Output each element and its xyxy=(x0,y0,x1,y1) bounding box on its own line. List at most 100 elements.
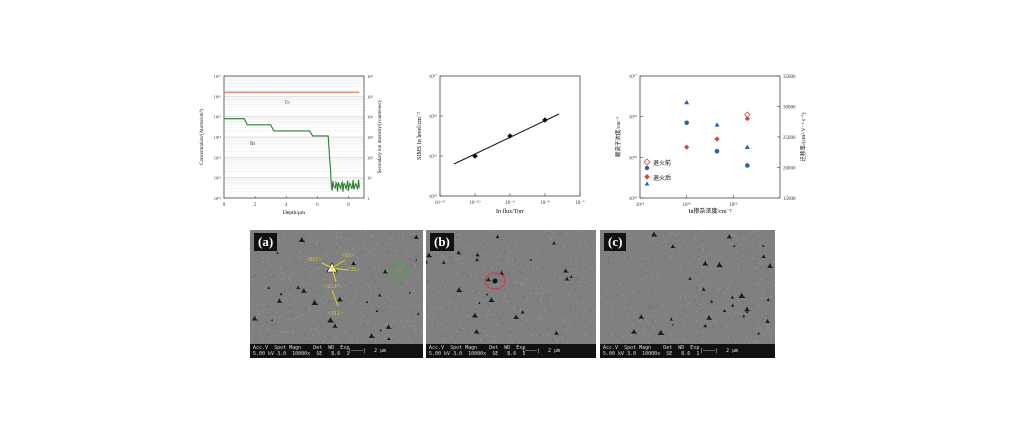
sem-noise-speck xyxy=(313,294,315,296)
sem-noise-speck xyxy=(625,329,627,331)
sem-noise-speck xyxy=(742,305,744,307)
sem-noise-speck xyxy=(682,340,684,342)
chart-b-y-tick-label: 10¹⁶ xyxy=(429,114,437,120)
sem-noise-speck xyxy=(251,294,253,296)
sem-noise-speck xyxy=(283,271,285,273)
sem-noise-speck xyxy=(703,295,705,297)
chart-c-right-tick-label: 15000 xyxy=(783,197,796,202)
sem-noise-speck xyxy=(626,243,628,245)
sem-noise-speck xyxy=(271,329,273,331)
sem-noise-speck xyxy=(270,269,272,271)
sem-noise-speck xyxy=(340,286,342,288)
sem-noise-speck xyxy=(376,335,378,337)
sem-noise-speck xyxy=(551,338,553,340)
sem-noise-speck xyxy=(351,330,353,332)
sem-noise-speck xyxy=(337,331,339,333)
sem-noise-speck xyxy=(293,314,295,316)
sem-noise-speck xyxy=(611,333,613,335)
sem-noise-speck xyxy=(546,298,548,300)
chart-a-left-tick-label: 10¹³ xyxy=(214,155,222,160)
sem-noise-speck xyxy=(720,311,722,313)
sem-noise-speck xyxy=(429,342,431,344)
sem-noise-speck xyxy=(432,306,434,308)
etch-pit xyxy=(478,301,482,305)
sem-noise-speck xyxy=(568,294,570,296)
sem-noise-speck xyxy=(723,273,725,275)
sem-noise-speck xyxy=(295,300,297,302)
sem-noise-speck xyxy=(496,323,498,325)
sem-noise-speck xyxy=(547,290,549,292)
etch-pit-highlight xyxy=(416,259,418,262)
sem-noise-speck xyxy=(681,295,683,297)
sem-noise-speck xyxy=(350,333,352,335)
sem-noise-speck xyxy=(672,273,674,275)
sem-noise-speck xyxy=(635,309,637,311)
sem-noise-speck xyxy=(587,234,589,236)
sem-noise-speck xyxy=(730,234,732,236)
sem-noise-speck xyxy=(289,300,291,302)
sem-noise-speck xyxy=(646,321,648,323)
sem-noise-speck xyxy=(399,270,401,272)
etch-pit-highlight xyxy=(389,337,391,340)
etch-pit xyxy=(441,260,447,264)
sem-noise-speck xyxy=(308,243,310,245)
sem-noise-speck xyxy=(482,311,484,313)
sem-noise-speck xyxy=(312,335,314,337)
sem-noise-speck xyxy=(461,272,463,274)
sem-noise-speck xyxy=(305,283,307,285)
sem-noise-speck xyxy=(609,280,611,282)
sem-noise-speck xyxy=(604,321,606,323)
sem-noise-speck xyxy=(740,266,742,268)
sem-noise-speck xyxy=(703,282,705,284)
sem-noise-speck xyxy=(360,307,362,309)
sem-noise-speck xyxy=(267,329,269,331)
triangle-point xyxy=(684,99,690,105)
etch-pit xyxy=(716,261,724,268)
sem-noise-speck xyxy=(460,309,462,311)
sem-noise-speck xyxy=(272,325,274,327)
sem-noise-speck xyxy=(364,286,366,288)
sem-panel-a: <011> <01> <21> <213> <111> (a) Acc.V Sp… xyxy=(250,230,423,358)
sem-noise-speck xyxy=(411,236,413,238)
sem-noise-speck xyxy=(772,340,774,342)
sem-noise-speck xyxy=(701,337,703,339)
sem-noise-speck xyxy=(298,327,300,329)
sem-noise-speck xyxy=(472,290,474,292)
sem-panel-c: (c) Acc.V Spot Magn Det WD Exp 5.00 kV 3… xyxy=(600,230,775,358)
sem-noise-speck xyxy=(323,302,325,304)
sem-noise-speck xyxy=(515,241,517,243)
sem-noise-speck xyxy=(437,341,439,343)
sem-noise-speck xyxy=(709,253,711,255)
sem-noise-speck xyxy=(537,249,539,251)
crystal-annotations: <011> <01> <21> <213> <111> xyxy=(306,253,408,317)
sem-noise-speck xyxy=(636,240,638,242)
panel-a-scale: 2 μm xyxy=(374,348,387,354)
sem-noise-speck xyxy=(515,282,517,284)
sem-noise-speck xyxy=(709,280,711,282)
sem-noise-speck xyxy=(286,331,288,333)
sem-noise-speck xyxy=(273,288,275,290)
sem-noise-speck xyxy=(308,317,310,319)
sem-noise-speck xyxy=(759,293,761,295)
sem-noise-speck xyxy=(656,303,658,305)
sem-noise-speck xyxy=(692,327,694,329)
chart-b-x-tick-label: 10⁻⁹ xyxy=(505,200,515,206)
etch-pit-highlight xyxy=(272,319,274,322)
sem-noise-speck xyxy=(695,268,697,270)
sem-noise-speck xyxy=(607,261,609,263)
filled-diamond-point xyxy=(714,136,720,142)
sem-noise-speck xyxy=(586,323,588,325)
sem-noise-speck xyxy=(357,295,359,297)
sem-noise-speck xyxy=(736,240,738,242)
sem-noise-speck xyxy=(567,292,569,294)
sem-noise-speck xyxy=(759,265,761,267)
sem-noise-speck xyxy=(525,320,527,322)
sem-noise-speck xyxy=(428,300,430,302)
sem-noise-speck xyxy=(397,282,399,284)
sem-noise-speck xyxy=(638,320,640,322)
linear-fit-line xyxy=(453,113,560,165)
circle-point xyxy=(745,163,750,168)
sem-noise-speck xyxy=(476,276,478,278)
sem-noise-speck xyxy=(258,313,260,315)
sem-noise-speck xyxy=(299,328,301,330)
